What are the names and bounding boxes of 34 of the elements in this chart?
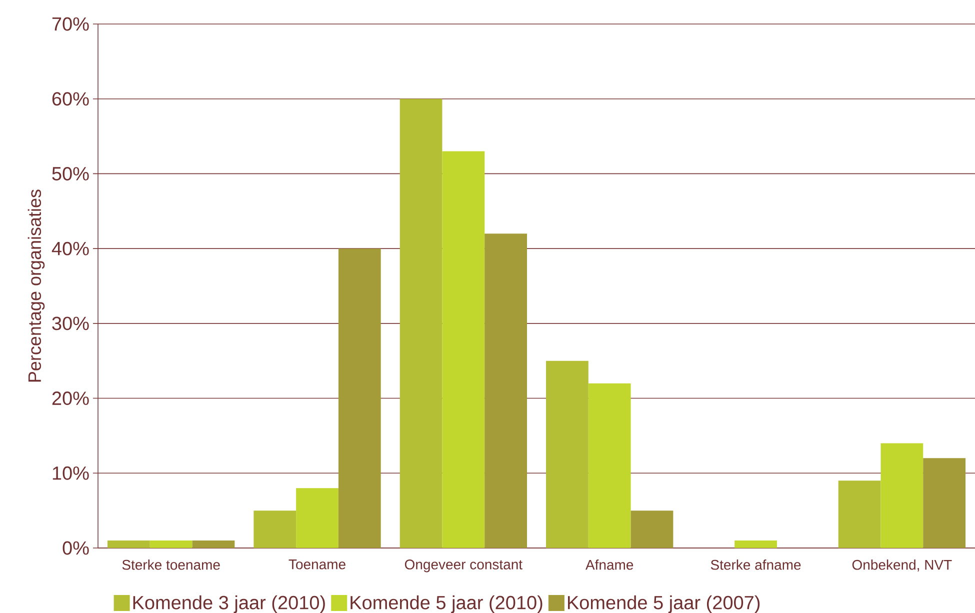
bar [838,480,881,548]
bar [923,458,966,548]
bar [546,360,588,548]
y-tick-label: 30% [52,316,89,330]
bar [442,151,485,548]
bar [108,540,150,548]
bar [484,234,528,548]
bar [254,510,296,548]
legend-label: Komende 5 jaar (2010) [350,595,542,613]
y-tick-label: 10% [52,466,89,480]
x-tick-label: Sterke afname [710,560,801,570]
x-tick-label: Afname [586,560,634,570]
x-tick-label: Sterke toename [122,560,220,570]
bar [400,98,442,548]
legend-label: Komende 3 jaar (2010) [133,595,325,613]
x-tick-label: Toename [288,560,346,570]
y-axis-title: Percentage organisaties [28,190,45,382]
y-tick-label: 0% [62,541,89,555]
y-tick-label: 50% [52,166,89,180]
bar [880,443,924,548]
bar [338,248,381,548]
bar [588,383,631,548]
bar [150,540,192,548]
bar [734,540,777,548]
y-tick-label: 40% [52,242,89,256]
legend-label: Komende 5 jaar (2007) [568,595,760,613]
y-tick-label: 60% [52,92,89,106]
x-tick-label: Onbekend, NVT [852,560,952,572]
x-tick-label: Ongeveer constant [404,560,522,572]
bar [296,488,338,548]
bar [192,540,235,548]
bar [630,510,674,548]
y-tick-label: 70% [52,17,89,31]
y-tick-label: 20% [52,392,89,406]
